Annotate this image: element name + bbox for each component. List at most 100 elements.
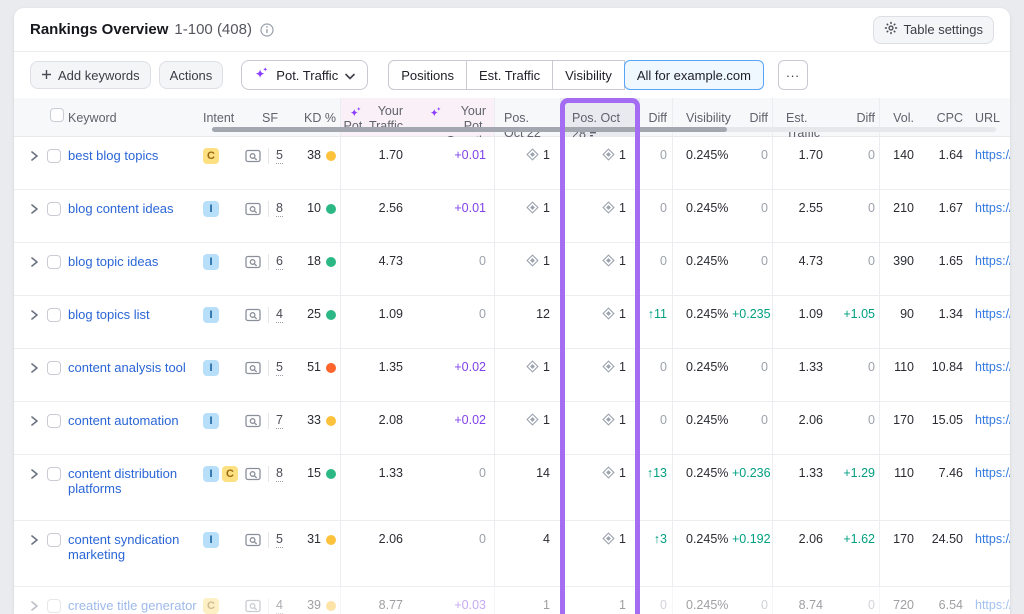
- serp-features-count[interactable]: 5: [276, 360, 283, 376]
- row-checkbox[interactable]: [47, 361, 61, 375]
- url-link[interactable]: https://w: [975, 532, 1010, 546]
- row-checkbox[interactable]: [47, 414, 61, 428]
- horizontal-scrollbar-thumb[interactable]: [212, 127, 727, 132]
- intent-cell: I: [203, 243, 245, 295]
- cpc-cell: 10.84: [925, 349, 969, 401]
- tab-all-for-domain[interactable]: All for example.com: [624, 60, 764, 90]
- row-controls: [14, 243, 68, 295]
- url-link[interactable]: https://w: [975, 148, 1010, 162]
- cpc-cell: 1.34: [925, 296, 969, 348]
- keyword-cell: blog topic ideas: [68, 243, 203, 295]
- expand-chevron-icon[interactable]: [30, 256, 39, 295]
- serp-features-count[interactable]: 4: [276, 598, 283, 614]
- add-keywords-button[interactable]: Add keywords: [30, 61, 151, 89]
- serp-features-icon[interactable]: [245, 308, 262, 327]
- pos-oct-28-cell: 1: [560, 349, 640, 401]
- row-controls: [14, 402, 68, 454]
- expand-chevron-icon[interactable]: [30, 362, 39, 401]
- serp-features-count[interactable]: 8: [276, 466, 283, 482]
- expand-chevron-icon[interactable]: [30, 415, 39, 454]
- metric-dropdown[interactable]: Pot. Traffic: [241, 60, 368, 90]
- serp-features-icon[interactable]: [245, 149, 262, 168]
- serp-features-icon[interactable]: [245, 202, 262, 221]
- url-cell: https://w: [969, 521, 1010, 586]
- row-checkbox[interactable]: [47, 467, 61, 481]
- volume-cell: 90: [880, 296, 925, 348]
- keyword-link[interactable]: content analysis tool: [68, 360, 186, 375]
- keyword-link[interactable]: blog content ideas: [68, 201, 174, 216]
- url-cell: https://w: [969, 349, 1010, 401]
- row-checkbox[interactable]: [47, 533, 61, 547]
- serp-features-count[interactable]: 4: [276, 307, 283, 323]
- more-options-button[interactable]: ...: [778, 60, 808, 90]
- actions-label: Actions: [170, 68, 213, 83]
- page-title: Rankings Overview: [30, 21, 168, 38]
- serp-features-icon[interactable]: [245, 599, 262, 614]
- url-link[interactable]: https://w: [975, 254, 1010, 268]
- sparkles-icon: [349, 106, 362, 123]
- divider: [268, 148, 269, 164]
- keyword-link[interactable]: content automation: [68, 413, 179, 428]
- keyword-cell: content syndication marketing: [68, 521, 203, 586]
- row-controls: [14, 587, 68, 614]
- table-settings-button[interactable]: Table settings: [873, 16, 995, 44]
- tab-positions[interactable]: Positions: [388, 60, 467, 90]
- serp-features-icon[interactable]: [245, 414, 262, 433]
- url-link[interactable]: https://w: [975, 598, 1010, 612]
- row-checkbox[interactable]: [47, 308, 61, 322]
- serp-features-icon[interactable]: [245, 533, 262, 552]
- url-link[interactable]: https://w: [975, 360, 1010, 374]
- row-checkbox[interactable]: [47, 149, 61, 163]
- keyword-link[interactable]: content distribution platforms: [68, 466, 203, 496]
- row-checkbox[interactable]: [47, 599, 61, 613]
- url-link[interactable]: https://w: [975, 413, 1010, 427]
- expand-chevron-icon[interactable]: [30, 600, 39, 614]
- expand-chevron-icon[interactable]: [30, 468, 39, 520]
- expand-chevron-icon[interactable]: [30, 203, 39, 242]
- pot-traffic-cell: 2.56: [341, 190, 421, 242]
- url-link[interactable]: https://w: [975, 201, 1010, 215]
- row-checkbox[interactable]: [47, 202, 61, 216]
- serp-features-count[interactable]: 6: [276, 254, 283, 270]
- table-row: content distribution platformsIC8151.330…: [14, 455, 1010, 521]
- toolbar: Add keywords Actions Pot. Traffic Positi…: [14, 52, 1010, 98]
- keyword-cell: content analysis tool: [68, 349, 203, 401]
- keyword-link[interactable]: best blog topics: [68, 148, 158, 163]
- serp-features-icon[interactable]: [245, 467, 262, 486]
- tab-est-traffic[interactable]: Est. Traffic: [466, 60, 553, 90]
- actions-button[interactable]: Actions: [159, 61, 224, 89]
- keyword-link[interactable]: creative title generator: [68, 598, 197, 613]
- serp-features-count[interactable]: 8: [276, 201, 283, 217]
- horizontal-scrollbar-track[interactable]: [212, 127, 996, 132]
- serp-features-cell: 4: [245, 296, 297, 348]
- serp-features-count[interactable]: 5: [276, 148, 283, 164]
- metric-dropdown-label: Pot. Traffic: [276, 68, 338, 83]
- serp-features-cell: 8: [245, 455, 297, 520]
- serp-features-cell: 4: [245, 587, 297, 614]
- row-checkbox[interactable]: [47, 255, 61, 269]
- url-link[interactable]: https://w: [975, 307, 1010, 321]
- keyword-link[interactable]: blog topics list: [68, 307, 150, 322]
- select-all-checkbox[interactable]: [50, 108, 64, 122]
- keyword-cell: blog content ideas: [68, 190, 203, 242]
- keyword-link[interactable]: content syndication marketing: [68, 532, 203, 562]
- serp-features-count[interactable]: 5: [276, 532, 283, 548]
- row-controls: [14, 296, 68, 348]
- info-icon[interactable]: [260, 23, 274, 37]
- expand-chevron-icon[interactable]: [30, 150, 39, 189]
- tab-visibility[interactable]: Visibility: [552, 60, 625, 90]
- kd-cell: 51: [297, 349, 341, 401]
- expand-chevron-icon[interactable]: [30, 309, 39, 348]
- expand-chevron-icon[interactable]: [30, 534, 39, 586]
- pos-oct-28-cell: 1: [560, 137, 640, 189]
- kd-difficulty-dot: [326, 535, 336, 545]
- serp-diamond-icon: [526, 148, 539, 163]
- est-traffic-cell: 1.33: [773, 349, 838, 401]
- column-header-keyword[interactable]: Keyword: [68, 98, 203, 136]
- intent-cell: I: [203, 190, 245, 242]
- serp-features-count[interactable]: 7: [276, 413, 283, 429]
- serp-features-icon[interactable]: [245, 255, 262, 274]
- url-link[interactable]: https://w: [975, 466, 1010, 480]
- keyword-link[interactable]: blog topic ideas: [68, 254, 158, 269]
- serp-features-icon[interactable]: [245, 361, 262, 380]
